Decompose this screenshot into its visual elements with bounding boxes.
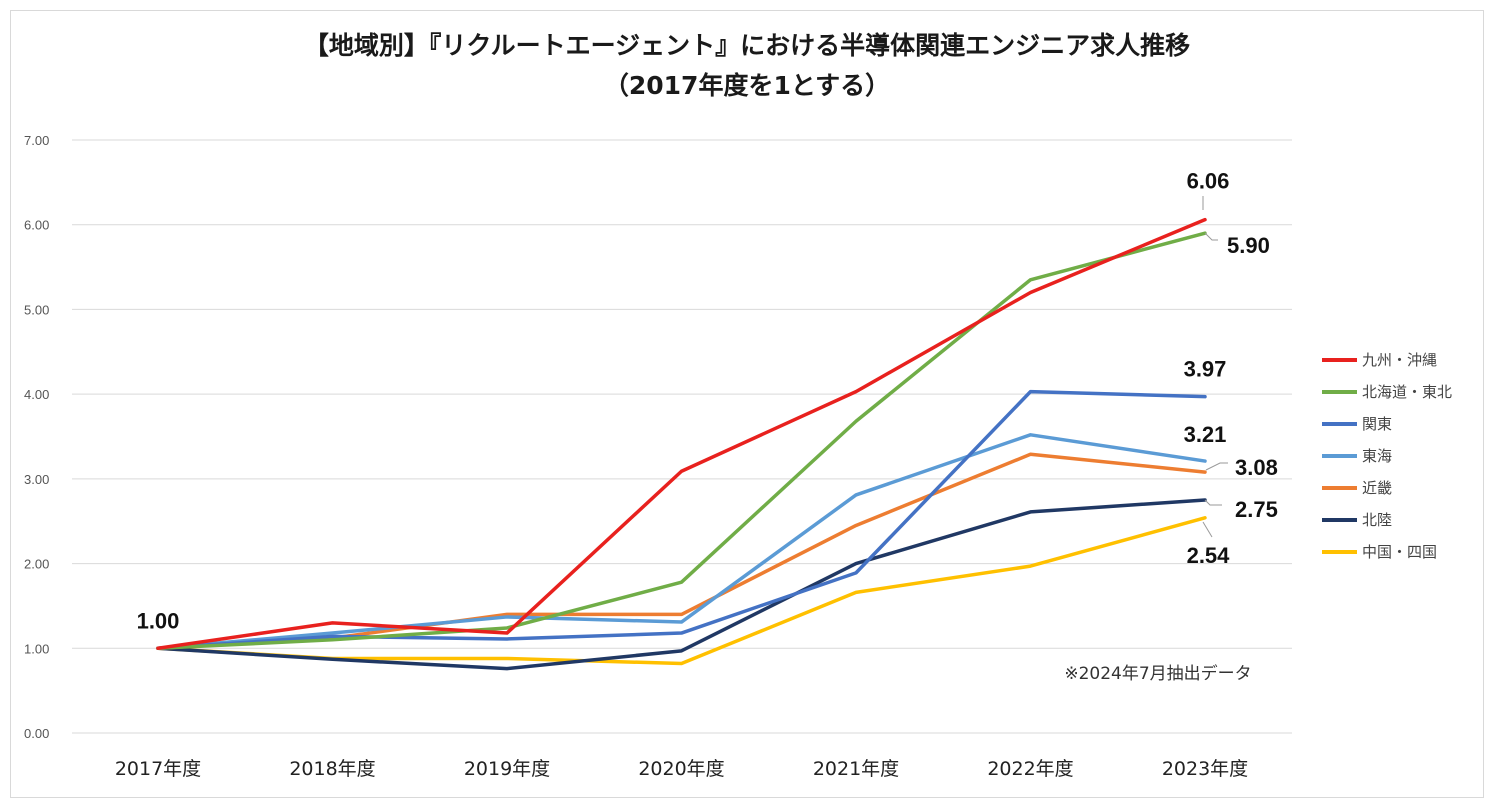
- series-line-東海: [156, 433, 1207, 651]
- y-tick-label: 7.00: [24, 133, 49, 148]
- chart-title-line2: （2017年度を1とする）: [603, 71, 891, 100]
- y-axis-ticks: 0.00 1.00 2.00 3.00 4.00 5.00 6.00 7.00: [24, 133, 49, 741]
- series-line-関東: [156, 389, 1207, 651]
- x-tick-label: 2023年度: [1162, 758, 1248, 780]
- x-tick-label: 2018年度: [289, 758, 375, 780]
- legend-entry: 北陸: [1362, 511, 1392, 529]
- chart-frame: [10, 10, 1484, 798]
- legend-entry: 東海: [1362, 447, 1392, 465]
- series-line-九州・沖縄: [156, 217, 1207, 651]
- data-note: ※2024年7月抽出データ: [1064, 663, 1251, 684]
- y-tick-label: 0.00: [24, 726, 49, 741]
- x-tick-label: 2019年度: [464, 758, 550, 780]
- data-label: 6.06: [1187, 169, 1230, 194]
- legend-entry: 近畿: [1362, 479, 1392, 497]
- y-tick-label: 3.00: [24, 472, 49, 487]
- legend-entry: 中国・四国: [1362, 543, 1437, 561]
- series-line-北海道・東北: [156, 231, 1207, 651]
- legend-entry: 関東: [1362, 415, 1392, 433]
- y-tick-label: 2.00: [24, 557, 49, 572]
- data-label: 5.90: [1227, 233, 1270, 258]
- series-line-近畿: [156, 452, 1207, 651]
- data-label-leader: [1205, 462, 1228, 471]
- x-tick-label: 2017年度: [115, 758, 201, 780]
- data-label: 1.00: [137, 608, 180, 633]
- y-tick-label: 4.00: [24, 387, 49, 402]
- legend-entry: 北海道・東北: [1362, 383, 1452, 401]
- grid-lines: [72, 139, 1292, 734]
- data-label: 2.54: [1187, 543, 1231, 568]
- legend-entry: 九州・沖縄: [1362, 351, 1437, 369]
- data-label-leader: [1204, 232, 1218, 241]
- data-label-leader: [1204, 499, 1222, 506]
- series-line-北陸: [156, 498, 1207, 671]
- data-label: 3.21: [1184, 422, 1227, 447]
- y-tick-label: 1.00: [24, 641, 49, 656]
- series-lines: [156, 217, 1207, 671]
- chart-title: 【地域別】『リクルートエージェント』における半導体関連エンジニア求人推移 （20…: [0, 26, 1494, 106]
- data-label: 2.75: [1235, 497, 1278, 522]
- data-label-leader: [1202, 521, 1213, 538]
- y-tick-label: 5.00: [24, 302, 49, 317]
- x-axis-ticks: 2017年度 2018年度 2019年度 2020年度 2021年度 2022年度 2023…: [115, 758, 1248, 780]
- x-tick-label: 2021年度: [813, 758, 899, 780]
- x-tick-label: 2022年度: [987, 758, 1073, 780]
- y-tick-label: 6.00: [24, 218, 49, 233]
- x-tick-label: 2020年度: [638, 758, 724, 780]
- data-label: 3.97: [1184, 357, 1227, 382]
- data-label: 3.08: [1235, 455, 1278, 480]
- chart-title-line1: 【地域別】『リクルートエージェント』における半導体関連エンジニア求人推移: [303, 31, 1191, 60]
- data-labels: 1.00 6.06 5.90 3.97 3.21 3.08 2.752.54: [137, 169, 1278, 634]
